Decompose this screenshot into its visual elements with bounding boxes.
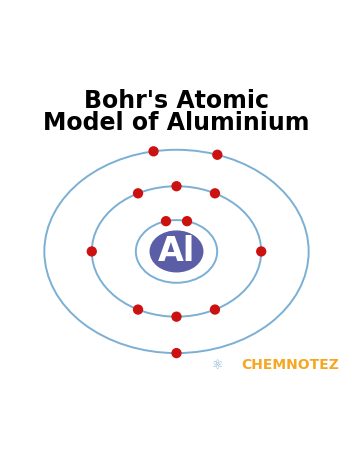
Point (163, 218, 169, 225)
Point (151, 148, 156, 155)
Point (135, 306, 141, 313)
Text: Al: Al (158, 235, 195, 268)
Text: Model of Aluminium: Model of Aluminium (43, 111, 310, 135)
Text: Bohr's Atomic: Bohr's Atomic (84, 89, 269, 113)
Point (215, 151, 220, 159)
Text: CHEMNOTEZ: CHEMNOTEZ (241, 358, 339, 372)
Point (212, 306, 218, 313)
Point (89, 248, 95, 255)
Point (174, 349, 179, 357)
Text: ⚛: ⚛ (211, 359, 223, 372)
Ellipse shape (150, 231, 203, 272)
Point (258, 248, 264, 255)
Point (212, 189, 218, 197)
Point (174, 182, 179, 190)
Point (174, 313, 179, 320)
Point (135, 189, 141, 197)
Point (184, 218, 190, 225)
